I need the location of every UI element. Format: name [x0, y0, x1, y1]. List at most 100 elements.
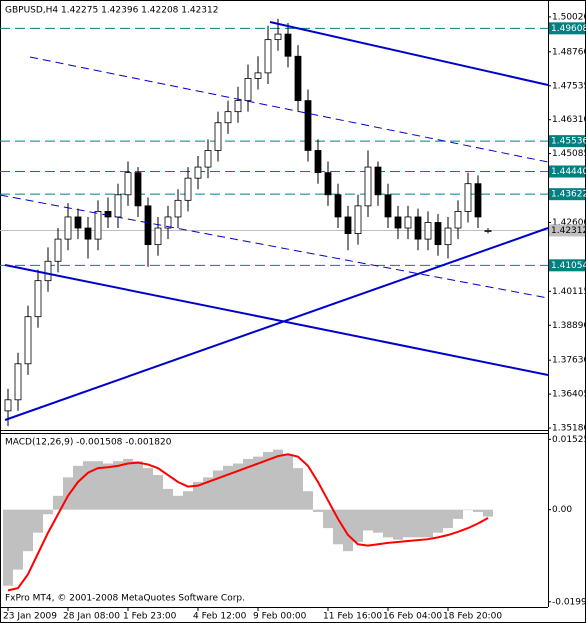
candle-body [4, 399, 12, 412]
macd-bar [153, 475, 163, 510]
candle-body [354, 205, 362, 234]
macd-bar [443, 509, 453, 529]
candle-body [144, 205, 152, 246]
candle-body [334, 194, 342, 218]
macd-bar [203, 477, 213, 510]
macd-bar [13, 509, 23, 570]
x-tick-label: 4 Feb 12:00 [193, 612, 247, 622]
level-label: 1.41054 [551, 261, 586, 271]
candle-body [414, 216, 422, 240]
y-tick-label: 0.01525 [552, 435, 586, 445]
candle-body [64, 216, 72, 240]
candle-body [394, 216, 402, 229]
chart-title: GBPUSD,H4 1.42275 1.42396 1.42208 1.4231… [5, 6, 218, 16]
macd-bar [463, 509, 473, 511]
y-tick-label: 1.47535 [552, 81, 586, 91]
candle-body [474, 183, 482, 218]
macd-bar [343, 509, 353, 552]
candle-body [74, 216, 82, 229]
candle-body [294, 55, 302, 101]
x-tick-label: 28 Jan 08:00 [63, 612, 120, 622]
macd-bar [183, 491, 193, 510]
macd-bar [213, 470, 223, 510]
level-label-box [549, 135, 585, 148]
channel-line [0, 194, 549, 299]
candle-body [154, 227, 162, 246]
macd-bar [243, 458, 253, 510]
macd-bar [63, 477, 73, 510]
macd-bar [3, 509, 13, 586]
candle-body [254, 72, 262, 79]
level-label: 1.43622 [551, 190, 586, 200]
macd-bar [223, 465, 233, 510]
candle-body [274, 33, 282, 41]
candle-body [94, 211, 102, 240]
candle-body [184, 177, 192, 201]
candle-body [234, 100, 242, 113]
macd-bar [133, 461, 143, 510]
y-tick-label: 0.00 [552, 505, 572, 515]
y-tick-label: 1.46310 [552, 115, 586, 125]
macd-bar [473, 509, 483, 512]
level-label-box [549, 259, 585, 272]
macd-bar [373, 509, 383, 533]
candle-body [484, 230, 492, 232]
macd-bar [83, 461, 93, 510]
macd-bar [233, 463, 243, 510]
candle-body [104, 211, 112, 218]
level-label-box [549, 165, 585, 178]
y-tick-label: 1.36405 [552, 390, 586, 400]
macd-bar [393, 509, 403, 540]
candle-body [444, 227, 452, 246]
candle-body [454, 211, 462, 229]
macd-bar [303, 491, 313, 510]
y-tick-label: 1.38890 [552, 321, 586, 331]
macd-bar [193, 481, 203, 510]
macd-bar [163, 488, 173, 510]
candle-body [244, 78, 252, 101]
y-tick-label: 1.48760 [552, 47, 586, 57]
candle-body [14, 363, 22, 401]
macd-bar [73, 465, 83, 510]
y-tick-label: 1.50020 [552, 12, 586, 22]
candle-body [404, 216, 412, 229]
level-label: 1.45536 [551, 137, 586, 147]
macd-bar [413, 509, 423, 538]
level-label: 1.44440 [551, 167, 586, 177]
macd-bar [283, 454, 293, 510]
candle-body [24, 316, 32, 365]
signal-line [7, 453, 489, 592]
trend-line [4, 227, 549, 421]
x-tick-label: 1 Feb 23:00 [123, 612, 177, 622]
macd-bar [423, 509, 433, 538]
macd-bar [33, 509, 43, 533]
trend-line [269, 21, 549, 86]
y-tick-label: 1.35180 [552, 424, 586, 434]
macd-bar [173, 495, 183, 510]
candle-body [204, 150, 212, 168]
candle-body [264, 39, 272, 74]
candle-body [434, 222, 442, 246]
candle-body [84, 227, 92, 240]
macd-bar [93, 461, 103, 510]
candle-body [344, 216, 352, 234]
candle-body [464, 183, 472, 212]
macd-bar [293, 468, 303, 510]
level-label-box [549, 188, 585, 201]
channel-line [29, 56, 549, 163]
y-tick-label: 1.37630 [552, 356, 586, 366]
macd-bar [103, 463, 113, 510]
current-price-box [549, 224, 585, 237]
candle-body [114, 194, 122, 218]
x-tick-label: 16 Feb 04:00 [383, 612, 442, 622]
candle-body [134, 172, 142, 207]
macd-bar [483, 509, 493, 517]
macd-bar [453, 509, 463, 519]
x-tick-label: 18 Feb 20:00 [443, 612, 502, 622]
candle-body [284, 33, 292, 57]
current-price-label: 1.42312 [551, 226, 586, 236]
x-tick-label: 9 Feb 00:00 [253, 612, 307, 622]
footer: FxPro MT4, © 2001-2008 MetaQuotes Softwa… [5, 594, 245, 604]
candle-body [384, 194, 392, 218]
